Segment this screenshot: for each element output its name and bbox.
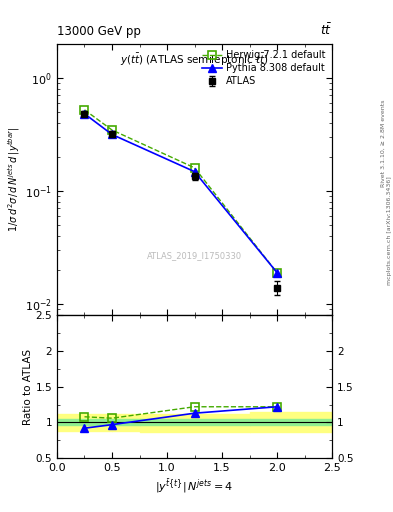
- Text: ATLAS_2019_I1750330: ATLAS_2019_I1750330: [147, 251, 242, 260]
- Herwig 7.2.1 default: [110, 127, 114, 133]
- Line: Herwig 7.2.1 default: Herwig 7.2.1 default: [81, 106, 281, 276]
- Pythia 8.308 default: [275, 270, 279, 276]
- Herwig 7.2.1 default: [82, 106, 87, 113]
- Pythia 8.308 default: [82, 111, 87, 117]
- Pythia 8.308 default: [192, 168, 197, 175]
- Text: $y(t\bar{t})$ (ATLAS semileptonic $t\bar{t}$): $y(t\bar{t})$ (ATLAS semileptonic $t\bar…: [120, 52, 269, 68]
- Herwig 7.2.1 default: [192, 165, 197, 171]
- X-axis label: $|y^{\bar{t}\{t\}}|\, N^{jets} = 4$: $|y^{\bar{t}\{t\}}|\, N^{jets} = 4$: [155, 477, 234, 495]
- Text: 13000 GeV pp: 13000 GeV pp: [57, 26, 141, 38]
- Text: $t\bar{t}$: $t\bar{t}$: [320, 23, 332, 38]
- Line: Pythia 8.308 default: Pythia 8.308 default: [81, 110, 281, 276]
- Text: Rivet 3.1.10, ≥ 2.8M events: Rivet 3.1.10, ≥ 2.8M events: [381, 100, 386, 187]
- Pythia 8.308 default: [110, 132, 114, 138]
- Y-axis label: Ratio to ATLAS: Ratio to ATLAS: [23, 349, 33, 425]
- Herwig 7.2.1 default: [275, 270, 279, 276]
- Text: mcplots.cern.ch [arXiv:1306.3436]: mcplots.cern.ch [arXiv:1306.3436]: [387, 176, 391, 285]
- Legend: Herwig 7.2.1 default, Pythia 8.308 default, ATLAS: Herwig 7.2.1 default, Pythia 8.308 defau…: [198, 47, 329, 90]
- Y-axis label: $1 / \sigma\, d^2\sigma /\, d\, N^{jets}\, d\, |y^{tbar}|$: $1 / \sigma\, d^2\sigma /\, d\, N^{jets}…: [7, 126, 22, 232]
